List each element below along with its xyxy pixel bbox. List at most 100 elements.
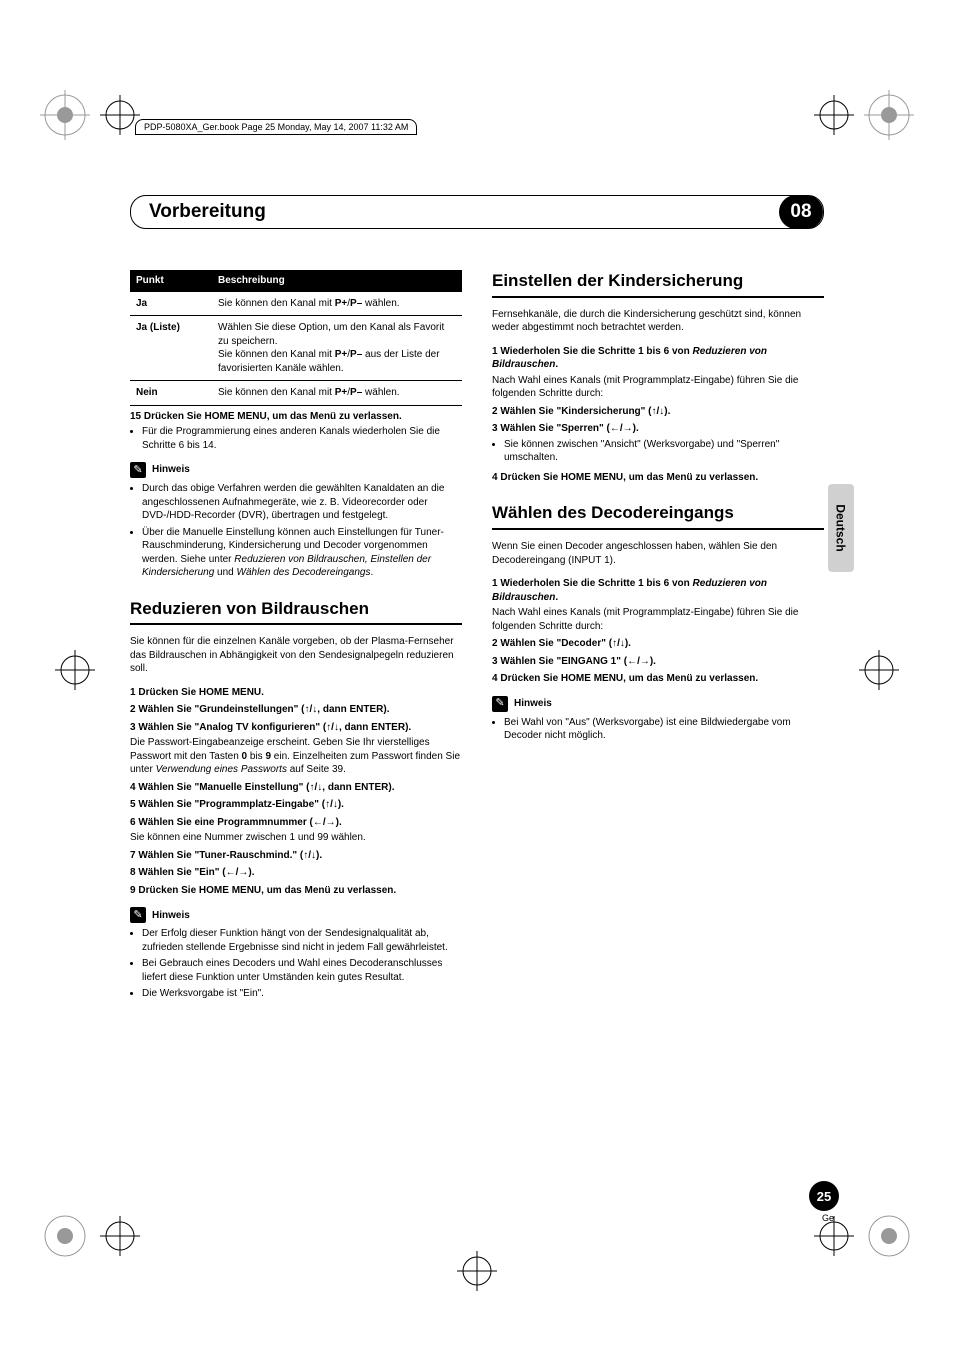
- section-heading-decoder: Wählen des Decodereingangs: [492, 502, 824, 530]
- list-item: Bei Gebrauch eines Decoders und Wahl ein…: [142, 957, 462, 984]
- text: und: [214, 567, 236, 578]
- step-1: 1 Drücken Sie HOME MENU.: [130, 686, 462, 700]
- header-meta-text: PDP-5080XA_Ger.book Page 25 Monday, May …: [135, 119, 417, 135]
- section-heading-reduzieren: Reduzieren von Bildrauschen: [130, 598, 462, 626]
- step-text: Wählen Sie "Kindersicherung" (↑/↓).: [500, 406, 670, 417]
- step-5: 5 Wählen Sie "Programmplatz-Eingabe" (↑/…: [130, 798, 462, 812]
- step-15-notes: Für die Programmierung eines anderen Kan…: [142, 425, 462, 452]
- table-cell-key: Ja (Liste): [130, 316, 212, 381]
- step-text: Wählen Sie "EINGANG 1" (←/→).: [500, 656, 656, 667]
- step-text: Drücken Sie HOME MENU, um das Menü zu ve…: [500, 472, 758, 483]
- right-column: Einstellen der Kindersicherung Fernsehka…: [492, 270, 824, 1007]
- text: auf Seite 39.: [287, 764, 346, 775]
- text: .: [555, 592, 558, 603]
- reg-mark-top-right-inner: [814, 95, 854, 135]
- note-icon: ✎: [130, 907, 146, 923]
- note-icon: ✎: [492, 696, 508, 712]
- note-list: Durch das obige Verfahren werden die gew…: [142, 482, 462, 580]
- options-table: Punkt Beschreibung Ja Sie können den Kan…: [130, 270, 462, 406]
- page-lang-code: Ge: [822, 1213, 834, 1223]
- note-header: ✎ Hinweis: [130, 462, 462, 478]
- chapter-bar: Vorbereitung 08: [130, 195, 824, 227]
- table-row: Ja (Liste) Wählen Sie diese Option, um d…: [130, 316, 462, 381]
- text-italic: Verwendung eines Passworts: [156, 764, 287, 775]
- section-heading-kindersicherung: Einstellen der Kindersicherung: [492, 270, 824, 298]
- step-text: Wählen Sie "Grundeinstellungen" (↑/↓, da…: [138, 704, 389, 715]
- list-item: Über die Manuelle Einstellung können auc…: [142, 526, 462, 580]
- step-4: 4 Wählen Sie "Manuelle Einstellung" (↑/↓…: [130, 781, 462, 795]
- step-text: Wiederholen Sie die Schritte 1 bis 6 von…: [492, 346, 767, 371]
- reg-mark-bottom-right-inner: [814, 1216, 854, 1256]
- list-item: Sie können zwischen "Ansicht" (Werksvorg…: [504, 438, 824, 465]
- table-cell-key: Nein: [130, 381, 212, 406]
- crop-mark-top-left: [40, 90, 100, 150]
- step-text: Drücken Sie HOME MENU.: [138, 687, 264, 698]
- step-6-body: Sie können eine Nummer zwischen 1 und 99…: [130, 831, 462, 845]
- step-text: Wählen Sie "Tuner-Rauschmind." (↑/↓).: [138, 850, 322, 861]
- step-text: Drücken Sie HOME MENU, um das Menü zu ve…: [144, 411, 402, 422]
- step-text: Drücken Sie HOME MENU, um das Menü zu ve…: [138, 885, 396, 896]
- step-1: 1 Wiederholen Sie die Schritte 1 bis 6 v…: [492, 577, 824, 604]
- list-item: Bei Wahl von "Aus" (Werksvorgabe) ist ei…: [504, 716, 824, 743]
- note-label: Hinweis: [514, 697, 552, 711]
- step-text: Wählen Sie "Ein" (←/→).: [138, 867, 254, 878]
- text: .: [555, 359, 558, 370]
- step-9: 9 Drücken Sie HOME MENU, um das Menü zu …: [130, 884, 462, 898]
- step-text: Wählen Sie "Programmplatz-Eingabe" (↑/↓)…: [138, 799, 344, 810]
- step-1: 1 Wiederholen Sie die Schritte 1 bis 6 v…: [492, 345, 824, 372]
- step-text: Wählen Sie "Manuelle Einstellung" (↑/↓, …: [138, 782, 394, 793]
- note-header: ✎ Hinweis: [130, 907, 462, 923]
- list-item: Der Erfolg dieser Funktion hängt von der…: [142, 927, 462, 954]
- list-item: Durch das obige Verfahren werden die gew…: [142, 482, 462, 523]
- table-header-punkt: Punkt: [130, 270, 212, 292]
- step-4: 4 Drücken Sie HOME MENU, um das Menü zu …: [492, 672, 824, 686]
- table-cell-val: Wählen Sie diese Option, um den Kanal al…: [212, 316, 462, 381]
- note-icon: ✎: [130, 462, 146, 478]
- chapter-number: 08: [779, 195, 823, 229]
- list-item: Die Werksvorgabe ist "Ein".: [142, 987, 462, 1001]
- text: .: [371, 567, 374, 578]
- step-text: Wählen Sie "Sperren" (←/→).: [500, 423, 638, 434]
- page: PDP-5080XA_Ger.book Page 25 Monday, May …: [0, 0, 954, 1351]
- step-2: 2 Wählen Sie "Kindersicherung" (↑/↓).: [492, 405, 824, 419]
- crop-mark-bottom-left: [40, 1201, 100, 1261]
- step-text: Wählen Sie "Analog TV konfigurieren" (↑/…: [138, 722, 411, 733]
- table-header-beschreibung: Beschreibung: [212, 270, 462, 292]
- step-2: 2 Wählen Sie "Decoder" (↑/↓).: [492, 637, 824, 651]
- step-3: 3 Wählen Sie "EINGANG 1" (←/→).: [492, 655, 824, 669]
- section-intro: Wenn Sie einen Decoder angeschlossen hab…: [492, 540, 824, 567]
- crop-mark-top-right: [854, 90, 914, 150]
- note-header: ✎ Hinweis: [492, 696, 824, 712]
- left-column: Punkt Beschreibung Ja Sie können den Kan…: [130, 270, 462, 1007]
- step-15: 15 Drücken Sie HOME MENU, um das Menü zu…: [130, 410, 462, 424]
- table-row: Ja Sie können den Kanal mit P+/P– wählen…: [130, 292, 462, 316]
- note-list: Bei Wahl von "Aus" (Werksvorgabe) ist ei…: [504, 716, 824, 743]
- step-3: 3 Wählen Sie "Sperren" (←/→).: [492, 422, 824, 436]
- page-number-badge: 25: [809, 1181, 839, 1211]
- step-1-body: Nach Wahl eines Kanals (mit Programmplat…: [492, 374, 824, 401]
- step-7: 7 Wählen Sie "Tuner-Rauschmind." (↑/↓).: [130, 849, 462, 863]
- text: Wiederholen Sie die Schritte 1 bis 6 von: [500, 346, 692, 357]
- reg-mark-top-left-inner: [100, 95, 140, 135]
- reg-mark-mid-right: [859, 650, 899, 690]
- table-cell-val: Sie können den Kanal mit P+/P– wählen.: [212, 292, 462, 316]
- table-cell-val: Sie können den Kanal mit P+/P– wählen.: [212, 381, 462, 406]
- step-text: Wählen Sie eine Programmnummer (←/→).: [138, 817, 341, 828]
- table-cell-key: Ja: [130, 292, 212, 316]
- page-number: 25: [809, 1181, 839, 1211]
- reg-mark-bottom-center: [457, 1251, 497, 1291]
- step-number: 15: [130, 411, 141, 422]
- step-8: 8 Wählen Sie "Ein" (←/→).: [130, 866, 462, 880]
- reg-mark-bottom-left-inner: [100, 1216, 140, 1256]
- step-text: Wählen Sie "Decoder" (↑/↓).: [500, 638, 631, 649]
- crop-mark-bottom-right: [854, 1201, 914, 1261]
- language-side-tab: Deutsch: [828, 484, 854, 572]
- note-label: Hinweis: [152, 909, 190, 923]
- note-list: Der Erfolg dieser Funktion hängt von der…: [142, 927, 462, 1001]
- step-1-body: Nach Wahl eines Kanals (mit Programmplat…: [492, 606, 824, 633]
- chapter-title: Vorbereitung: [149, 201, 266, 223]
- list-item: Für die Programmierung eines anderen Kan…: [142, 425, 462, 452]
- step-2: 2 Wählen Sie "Grundeinstellungen" (↑/↓, …: [130, 703, 462, 717]
- text: bis: [247, 751, 265, 762]
- table-row: Nein Sie können den Kanal mit P+/P– wähl…: [130, 381, 462, 406]
